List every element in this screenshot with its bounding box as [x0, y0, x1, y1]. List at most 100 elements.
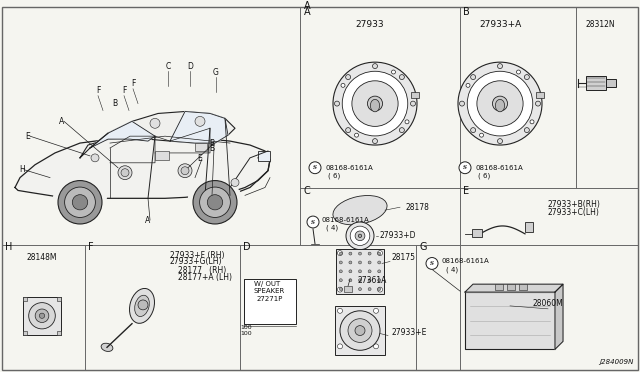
Text: A: A — [60, 117, 65, 126]
Circle shape — [458, 62, 542, 145]
Circle shape — [349, 252, 352, 255]
Bar — [472, 229, 482, 237]
Text: S: S — [313, 165, 317, 170]
Circle shape — [466, 83, 470, 87]
Circle shape — [337, 344, 342, 349]
Text: D: D — [243, 242, 251, 251]
Circle shape — [342, 71, 408, 136]
Bar — [536, 92, 544, 98]
Text: F: F — [88, 242, 93, 251]
Circle shape — [337, 251, 342, 256]
Ellipse shape — [129, 288, 154, 323]
Text: 100: 100 — [240, 325, 252, 330]
Circle shape — [467, 71, 532, 136]
Circle shape — [29, 303, 55, 329]
Text: B: B — [209, 144, 214, 153]
Text: C: C — [304, 186, 311, 196]
Bar — [23, 297, 27, 301]
Text: G: G — [213, 68, 219, 77]
Polygon shape — [15, 136, 270, 198]
Text: W/ OUT: W/ OUT — [254, 281, 280, 287]
Text: E: E — [198, 154, 202, 163]
Text: 28312N: 28312N — [585, 20, 615, 29]
Ellipse shape — [134, 295, 149, 317]
Text: 27271P: 27271P — [257, 296, 284, 302]
Bar — [244, 279, 296, 324]
Polygon shape — [555, 284, 563, 349]
Text: 08168-6161A: 08168-6161A — [322, 217, 370, 223]
Text: E: E — [26, 132, 30, 141]
Circle shape — [358, 252, 362, 255]
Polygon shape — [189, 181, 241, 198]
Text: SPEAKER: SPEAKER — [254, 288, 285, 294]
Circle shape — [58, 180, 102, 224]
Circle shape — [35, 309, 49, 323]
Circle shape — [399, 128, 404, 132]
Ellipse shape — [495, 99, 504, 112]
Text: 28175: 28175 — [392, 253, 416, 262]
Bar — [57, 331, 61, 334]
Text: A: A — [304, 7, 310, 17]
Bar — [57, 297, 61, 301]
Bar — [344, 286, 352, 292]
Circle shape — [492, 96, 508, 111]
Circle shape — [65, 187, 95, 218]
Bar — [23, 331, 27, 334]
Circle shape — [378, 251, 383, 256]
Text: G: G — [419, 242, 426, 251]
Polygon shape — [170, 112, 228, 143]
Circle shape — [150, 118, 160, 128]
Text: F: F — [131, 79, 135, 89]
Polygon shape — [54, 181, 106, 198]
Circle shape — [460, 101, 465, 106]
Circle shape — [378, 252, 381, 255]
Circle shape — [346, 75, 351, 80]
Circle shape — [372, 64, 378, 68]
Bar — [335, 306, 385, 355]
Circle shape — [358, 279, 362, 282]
Circle shape — [368, 252, 371, 255]
Circle shape — [91, 154, 99, 162]
Circle shape — [378, 261, 381, 264]
Circle shape — [346, 128, 351, 132]
Circle shape — [195, 116, 205, 126]
Circle shape — [72, 195, 88, 210]
Bar — [195, 143, 207, 151]
Circle shape — [350, 226, 370, 246]
Circle shape — [335, 101, 339, 106]
Ellipse shape — [101, 343, 113, 352]
Circle shape — [349, 270, 352, 273]
Circle shape — [349, 279, 352, 282]
Circle shape — [349, 288, 352, 291]
Text: A: A — [304, 1, 310, 11]
Bar — [519, 284, 527, 290]
Circle shape — [399, 75, 404, 80]
Text: 27361A: 27361A — [358, 276, 387, 285]
Text: H: H — [19, 165, 25, 174]
Text: 08168-6161A: 08168-6161A — [442, 259, 490, 264]
Circle shape — [374, 344, 378, 349]
Circle shape — [200, 187, 230, 218]
Circle shape — [193, 180, 237, 224]
Text: 28060M: 28060M — [532, 299, 563, 308]
Circle shape — [358, 234, 362, 237]
Circle shape — [536, 101, 541, 106]
Text: 27933+A: 27933+A — [479, 20, 521, 29]
Ellipse shape — [333, 196, 387, 225]
Circle shape — [337, 308, 342, 313]
Circle shape — [405, 120, 409, 124]
Bar — [586, 76, 606, 90]
Circle shape — [355, 326, 365, 336]
Text: 27933+E: 27933+E — [392, 328, 428, 337]
Text: 27933+G(LH): 27933+G(LH) — [170, 257, 223, 266]
Circle shape — [459, 162, 471, 174]
Text: S: S — [430, 261, 434, 266]
Circle shape — [341, 83, 345, 87]
Bar — [606, 79, 616, 87]
Circle shape — [339, 261, 342, 264]
Polygon shape — [90, 121, 155, 148]
Bar — [155, 151, 169, 160]
Circle shape — [307, 216, 319, 228]
Bar — [258, 151, 270, 161]
Circle shape — [337, 287, 342, 292]
